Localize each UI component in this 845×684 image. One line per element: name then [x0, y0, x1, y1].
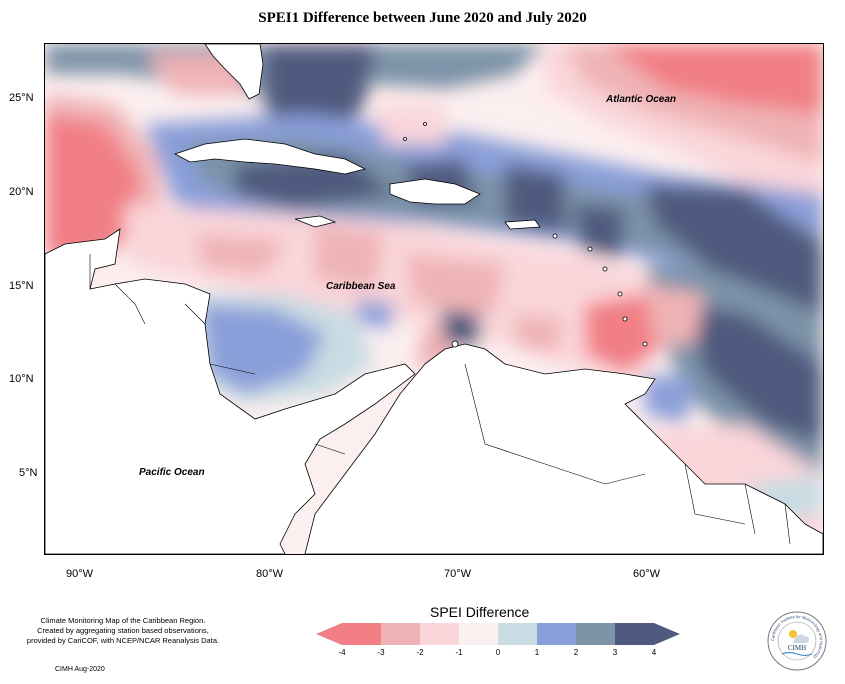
credits-line: Climate Monitoring Map of the Caribbean … [40, 616, 206, 625]
legend-swatch [459, 623, 498, 645]
legend-arrow-left [316, 623, 342, 645]
legend-tick-label: -3 [377, 648, 385, 657]
legend-swatch [342, 623, 381, 645]
credits-line: provided by CariCOF, with NCEP/NCAR Rean… [26, 636, 220, 645]
legend-arrow-right [654, 623, 680, 645]
legend-tick-label: 2 [573, 648, 579, 657]
legend-swatch [381, 623, 420, 645]
lon-label-60w: 60°W [633, 568, 661, 580]
legend-swatch [615, 623, 654, 645]
country-borders [89, 254, 791, 545]
land-mask [45, 44, 823, 554]
label-atlantic-ocean: Atlantic Ocean [606, 94, 677, 105]
spei-field [45, 44, 823, 554]
spei-map[interactable] [44, 43, 824, 555]
lat-label-15n: 15°N [9, 280, 34, 292]
label-caribbean-sea: Caribbean Sea [326, 281, 396, 292]
legend-swatch [498, 623, 537, 645]
credits-text: Climate Monitoring Map of the Caribbean … [18, 616, 228, 646]
legend-swatch [537, 623, 576, 645]
logo-center-text: CIMH [788, 644, 806, 652]
cimh-logo: Caribbean Institute for Meteorology and … [767, 611, 827, 671]
map-title: SPEI1 Difference between June 2020 and J… [258, 10, 587, 26]
lon-label-90w: 90°W [66, 568, 94, 580]
legend-tick-label: -4 [338, 648, 346, 657]
legend-tick-label: 3 [612, 648, 618, 657]
lon-label-70w: 70°W [444, 568, 472, 580]
legend-title: SPEI Difference [430, 604, 530, 620]
lat-label-25n: 25°N [9, 92, 34, 104]
label-pacific-ocean: Pacific Ocean [139, 467, 205, 478]
lat-label-10n: 10°N [9, 373, 34, 385]
legend-colorbar [316, 623, 680, 645]
legend-tick-label: 1 [534, 648, 540, 657]
lat-label-5n: 5°N [19, 467, 38, 479]
legend-tick-label: -2 [416, 648, 424, 657]
legend-swatch [576, 623, 615, 645]
lon-label-80w: 80°W [256, 568, 284, 580]
lat-label-20n: 20°N [9, 186, 34, 198]
credits-line: Created by aggregating station based obs… [37, 626, 209, 635]
map-canvas [45, 44, 823, 554]
legend-tick-label: 4 [651, 648, 657, 657]
legend-tick-label: 0 [495, 648, 501, 657]
footnote: CIMH Aug-2020 [55, 666, 105, 673]
legend-swatch [420, 623, 459, 645]
legend-tick-label: -1 [455, 648, 463, 657]
